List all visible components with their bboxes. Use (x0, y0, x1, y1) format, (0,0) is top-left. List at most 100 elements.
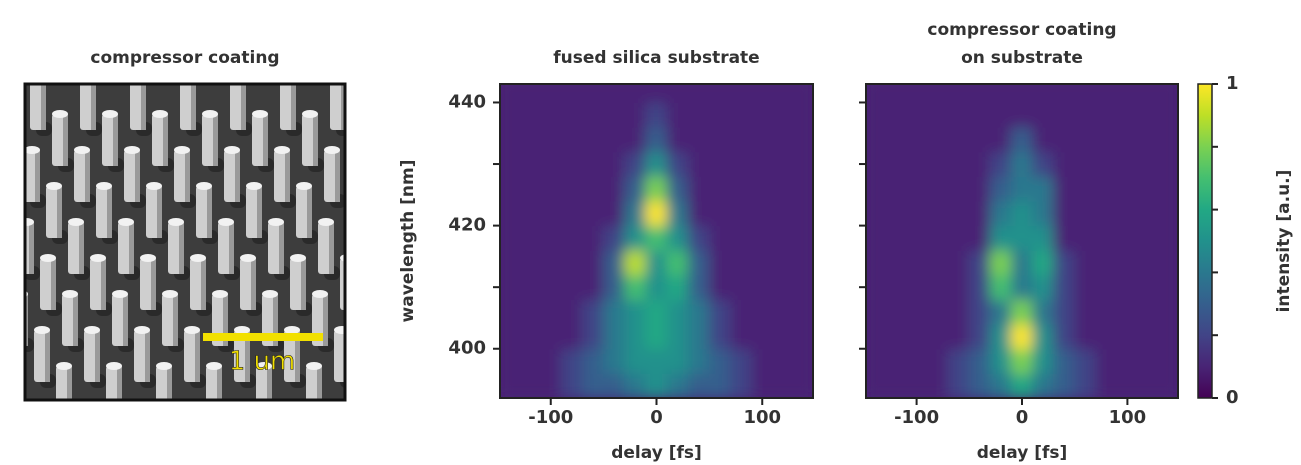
heatmap-cell (560, 84, 583, 103)
pillar (330, 84, 345, 136)
heatmap-cell (1158, 175, 1178, 202)
heatmap-cell (989, 298, 1012, 325)
pillar-top (334, 326, 345, 334)
heatmap-cell (793, 323, 813, 350)
heatmap-cell (772, 225, 795, 251)
pillar-top (168, 218, 184, 226)
heatmap-cell (518, 249, 541, 276)
pillar-top (112, 290, 128, 298)
pillar-top (306, 362, 322, 370)
heatmap-cell (730, 249, 753, 276)
pillar-top (25, 146, 40, 154)
heatmap-cell (1137, 175, 1160, 202)
pillar-shadow (358, 158, 374, 172)
heatmap-cell (947, 126, 970, 153)
pillar (296, 182, 318, 244)
pillar-shadow (212, 410, 228, 424)
heatmap-cell (666, 249, 689, 276)
heatmap-cell (905, 274, 928, 300)
heatmap-cell (1137, 225, 1160, 251)
pillar (268, 218, 290, 280)
heatmap-cell (708, 249, 732, 276)
pillar-shade (135, 150, 140, 202)
heatmap-cell (1053, 348, 1076, 374)
heatmap-cell (751, 323, 774, 350)
heatmap-cell (581, 249, 605, 276)
image-frame (23, 82, 347, 402)
heatmap-cell (1095, 348, 1118, 374)
pillar-top (124, 146, 140, 154)
pillar-shade (151, 258, 156, 310)
pillar-top (84, 326, 100, 334)
heatmap-cell (1095, 126, 1118, 153)
heatmap-cell (1116, 274, 1139, 300)
heatmap-cell (989, 151, 1012, 177)
pillar-shade (285, 150, 290, 202)
heatmap-cell (624, 151, 647, 177)
pillar-shadow (162, 410, 178, 424)
heatmap-cell (581, 175, 605, 202)
heatmap-cell (603, 323, 626, 350)
pillar-top (246, 182, 262, 190)
pillar-shade (201, 258, 206, 310)
heatmap-cell (1010, 126, 1034, 153)
heatmap-cell (989, 372, 1012, 398)
pillar-top (30, 74, 46, 82)
pillar-shadow (352, 230, 368, 244)
chart-title: on substrate (961, 48, 1083, 68)
heatmap-cell (1158, 126, 1178, 153)
pillar-shade (141, 84, 146, 130)
heatmap-cell (518, 101, 541, 128)
pillar-shade (291, 84, 296, 130)
heatmap-cell (581, 348, 605, 374)
pillar-top (156, 362, 172, 370)
pillar-top (74, 146, 90, 154)
heatmap-cell (645, 372, 668, 398)
pillar-body (346, 186, 362, 238)
heatmap-cell (1158, 274, 1178, 300)
pillar (156, 362, 178, 424)
pillar-top (296, 182, 312, 190)
heatmap-cell (866, 372, 886, 398)
heatmap-cell (968, 249, 991, 276)
pillar-shade (223, 294, 228, 346)
heatmap-cell (518, 274, 541, 300)
heatmap-cell (1158, 101, 1178, 128)
pillar (162, 290, 184, 352)
heatmap-cell (989, 249, 1012, 276)
pillar-top (52, 110, 68, 118)
heatmap-cell (1095, 323, 1118, 350)
pillar-shade (229, 222, 234, 274)
heatmap-cell (884, 151, 907, 177)
pillar-shade (123, 294, 128, 346)
colorbar-tick-label: 1 (1226, 73, 1239, 94)
heatmap-cell (1116, 225, 1139, 251)
heatmap-cell (947, 249, 970, 276)
heatmap-cell (989, 323, 1012, 350)
pillar-top (318, 218, 334, 226)
pillar-shade (267, 366, 272, 400)
pillar-shade (51, 258, 56, 310)
heatmap-cell (645, 126, 668, 153)
pillar-shade (113, 114, 118, 166)
pillar (30, 74, 52, 136)
pillar-shade (335, 150, 340, 202)
pillar-shade (57, 186, 62, 238)
heatmap-cell (866, 151, 886, 177)
pillar (118, 218, 140, 280)
pillar-shade (323, 294, 328, 346)
pillar (318, 218, 340, 280)
heatmap-cell (708, 274, 732, 300)
heatmap-cell (730, 200, 753, 227)
heatmap-cell (905, 200, 928, 227)
heatmap-cell (539, 348, 562, 374)
heatmap-cell (926, 372, 949, 398)
heatmap-cell (1137, 200, 1160, 227)
heatmap-cell (687, 200, 710, 227)
pillar-shade (79, 222, 84, 274)
heatmap-cell (560, 298, 583, 325)
heatmap-cell (926, 151, 949, 177)
pillar (284, 326, 306, 388)
heatmap-cell (989, 84, 1012, 103)
